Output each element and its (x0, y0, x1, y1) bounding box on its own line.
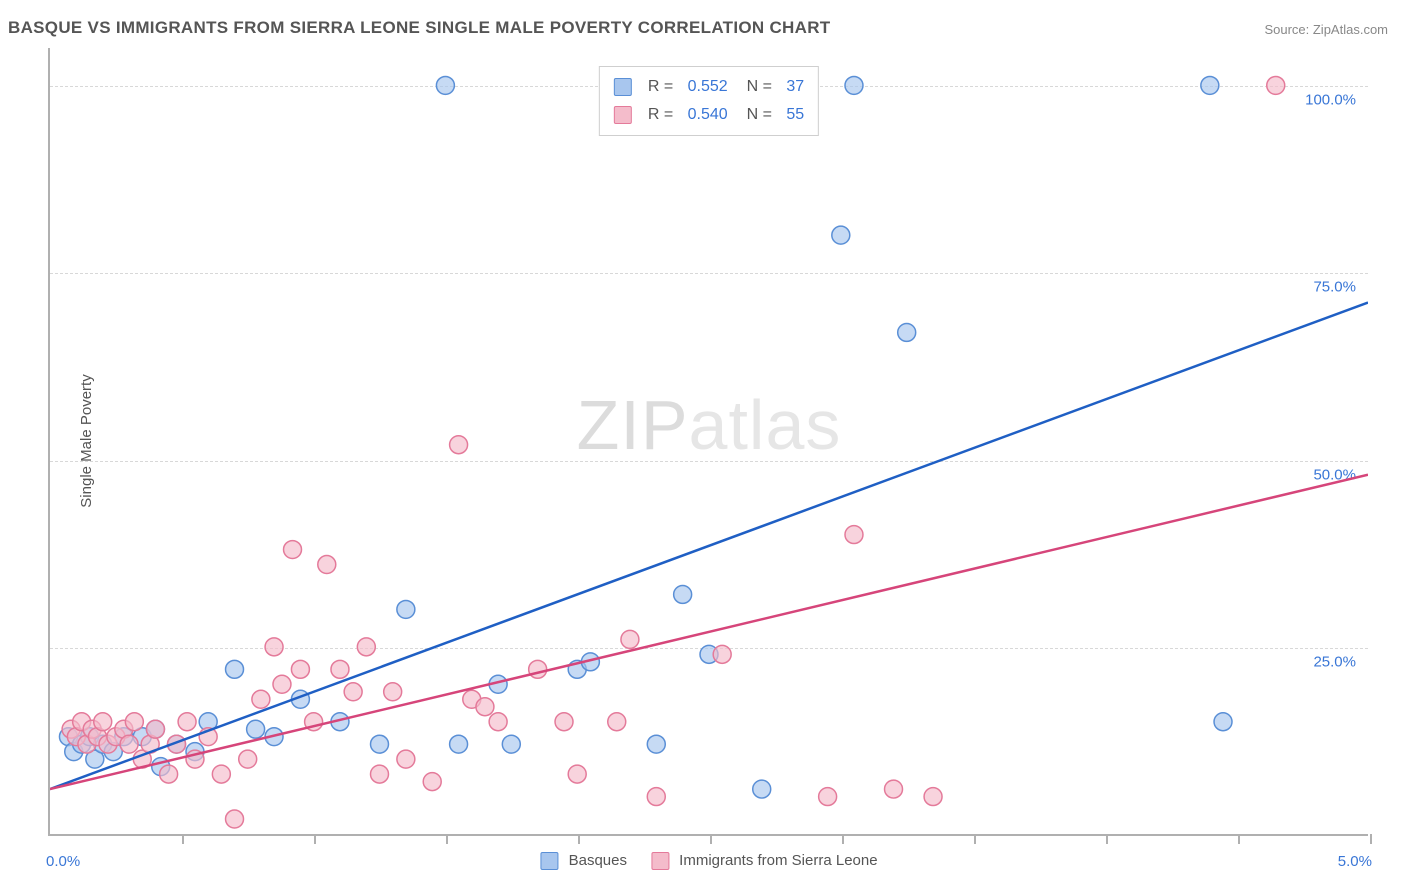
stats-legend: R = 0.552 N = 37 R = 0.540 N = 55 (599, 66, 819, 136)
x-tick (974, 834, 976, 844)
plot-area: ZIPatlas Single Male Poverty R = 0.552 N… (48, 48, 1368, 836)
stats-r-value: 0.552 (688, 73, 728, 101)
legend-label: Basques (569, 852, 627, 869)
legend-item: Immigrants from Sierra Leone (651, 852, 878, 870)
stats-r-label: R = (648, 101, 678, 129)
legend-item: Basques (540, 852, 627, 870)
legend-label: Immigrants from Sierra Leone (679, 852, 877, 869)
stats-row: R = 0.552 N = 37 (614, 73, 804, 101)
x-axis-start: 0.0% (46, 853, 80, 870)
stats-n-value: 55 (786, 101, 804, 129)
x-tick (710, 834, 712, 844)
stats-n-label: N = (738, 101, 777, 129)
stats-n-value: 37 (786, 73, 804, 101)
x-axis-end: 5.0% (1338, 853, 1372, 870)
x-tick (578, 834, 580, 844)
swatch-icon (651, 852, 669, 870)
stats-n-label: N = (738, 73, 777, 101)
chart-title: BASQUE VS IMMIGRANTS FROM SIERRA LEONE S… (8, 18, 830, 38)
swatch-icon (614, 106, 632, 124)
x-tick (1106, 834, 1108, 844)
x-tick (842, 834, 844, 844)
source-label: Source: ZipAtlas.com (1264, 22, 1388, 37)
x-tick (1370, 834, 1372, 844)
stats-r-label: R = (648, 73, 678, 101)
stats-row: R = 0.540 N = 55 (614, 101, 804, 129)
x-tick (182, 834, 184, 844)
swatch-icon (614, 78, 632, 96)
legend-bottom: Basques Immigrants from Sierra Leone (540, 852, 877, 870)
swatch-icon (540, 852, 558, 870)
stats-r-value: 0.540 (688, 101, 728, 129)
x-tick (314, 834, 316, 844)
x-tick (1238, 834, 1240, 844)
scatter-svg (50, 48, 1368, 834)
x-tick (446, 834, 448, 844)
